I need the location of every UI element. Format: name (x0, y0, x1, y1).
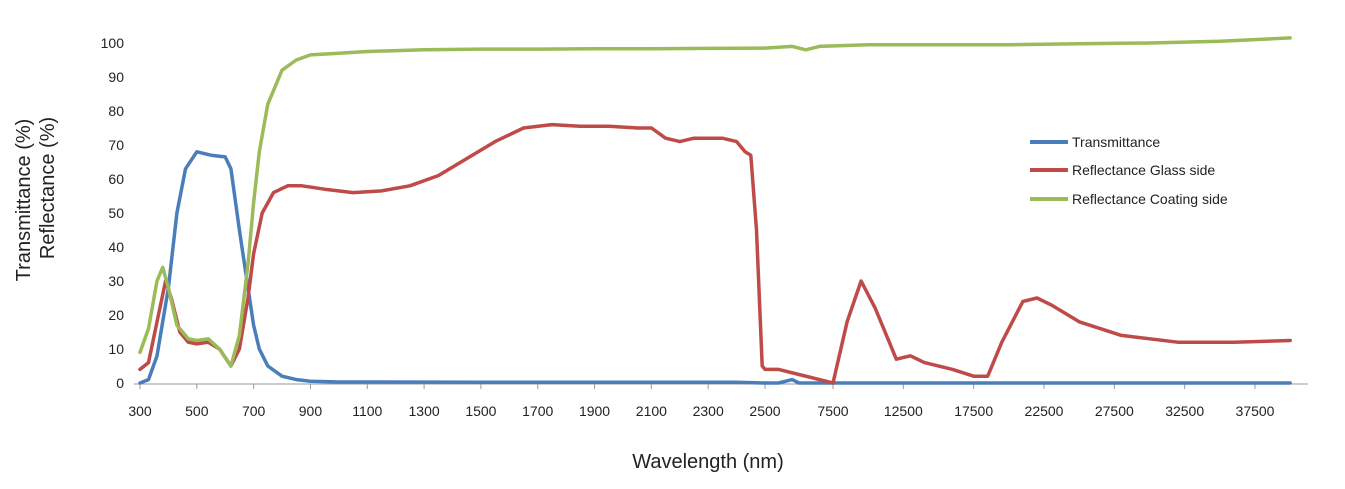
y-tick-label: 70 (108, 137, 124, 153)
series-line-transmittance (138, 150, 1292, 385)
x-tick-label: 900 (299, 403, 323, 419)
legend-label-transmittance: Transmittance (1072, 134, 1160, 150)
series-line-reflectance-glass-side (138, 122, 1292, 385)
x-tick-label: 32500 (1165, 403, 1204, 419)
y-tick-label: 40 (108, 239, 124, 255)
y-axis-title-line-1: Transmittance (%) (13, 119, 35, 282)
legend-label-reflectance-glass-side: Reflectance Glass side (1072, 162, 1215, 178)
x-tick-label: 1300 (409, 403, 440, 419)
x-tick-label: 17500 (954, 403, 993, 419)
y-tick-label: 10 (108, 341, 124, 357)
y-tick-label: 0 (116, 375, 124, 391)
x-tick-label: 27500 (1095, 403, 1134, 419)
y-tick-label: 50 (108, 205, 124, 221)
y-axis-title: Transmittance (%) Reflectance (%) (13, 117, 59, 281)
y-tick-label: 80 (108, 103, 124, 119)
x-axis-title: Wavelength (nm) (632, 451, 784, 473)
x-tick-label: 1900 (579, 403, 610, 419)
y-tick-label: 20 (108, 307, 124, 323)
y-tick-label: 90 (108, 69, 124, 85)
x-tick-label: 500 (185, 403, 209, 419)
y-tick-label: 100 (101, 35, 125, 51)
x-tick-label: 12500 (884, 403, 923, 419)
x-tick-label: 2300 (693, 403, 724, 419)
y-tick-label: 60 (108, 171, 124, 187)
x-tick-label: 22500 (1025, 403, 1064, 419)
x-tick-label: 300 (128, 403, 152, 419)
x-tick-labels: 300 500 700 900 1100 1300 1500 1700 1900 2100 2300… (128, 403, 1274, 419)
series-layer (138, 36, 1292, 385)
y-tick-label: 30 (108, 273, 124, 289)
x-tick-label: 2500 (749, 403, 780, 419)
legend: Transmittance Reflectance Glass side Ref… (1030, 134, 1228, 207)
x-tick-label: 2100 (636, 403, 667, 419)
x-tick-label: 1100 (352, 403, 382, 419)
y-axis-title-line-2: Reflectance (%) (37, 117, 59, 259)
legend-label-reflectance-coating-side: Reflectance Coating side (1072, 191, 1228, 207)
series-line-reflectance-coating-side (138, 36, 1292, 368)
x-tick-label: 1500 (465, 403, 496, 419)
x-tick-label: 37500 (1236, 403, 1275, 419)
y-tick-labels: 0 10 20 30 40 50 60 70 80 90 100 (101, 35, 125, 391)
x-tick-label: 7500 (817, 403, 848, 419)
x-tick-label: 700 (242, 403, 266, 419)
x-tick-label: 1700 (522, 403, 553, 419)
